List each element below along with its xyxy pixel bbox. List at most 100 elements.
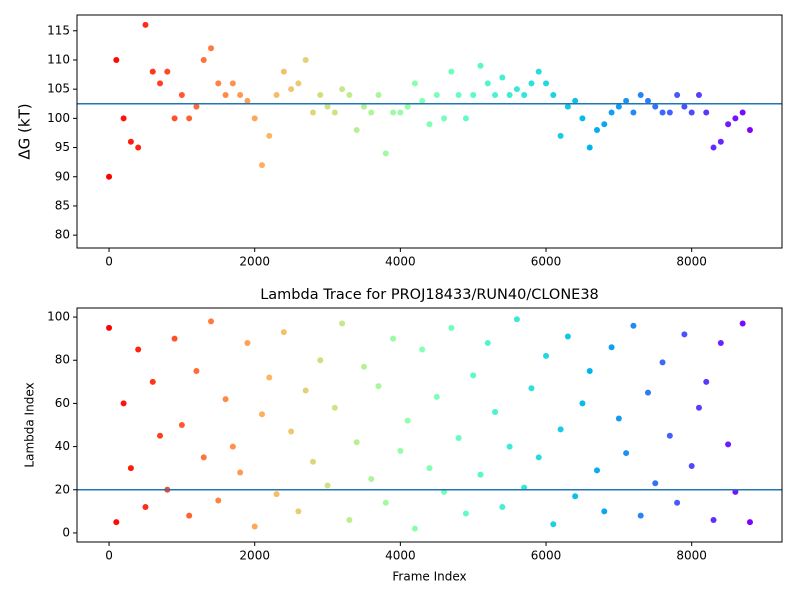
point [703, 378, 710, 385]
point [535, 454, 542, 461]
point [171, 335, 178, 342]
axes-frame [76, 14, 783, 249]
point [113, 519, 120, 526]
point [149, 68, 156, 75]
point [331, 404, 338, 411]
point [528, 385, 535, 392]
point [455, 92, 462, 99]
point [594, 127, 601, 134]
point [579, 115, 586, 122]
y-tick-label: 20 [55, 482, 70, 496]
y-axis-label: Lambda Index [23, 382, 37, 467]
point [572, 97, 579, 104]
point [419, 346, 426, 353]
point [295, 80, 302, 87]
point [142, 504, 149, 511]
point [222, 396, 229, 403]
point [178, 422, 185, 428]
x-tick-label: 2000 [239, 549, 270, 563]
point [127, 138, 134, 145]
point [717, 339, 724, 346]
x-tick-label: 4000 [385, 255, 416, 269]
point [390, 109, 397, 116]
point [346, 92, 353, 99]
point [659, 109, 666, 116]
point [208, 45, 215, 52]
point [455, 434, 462, 441]
point [688, 109, 695, 116]
point [135, 144, 142, 151]
point [470, 92, 477, 99]
point [382, 150, 389, 157]
point [615, 103, 622, 110]
point [681, 331, 688, 338]
point [244, 97, 251, 104]
point [688, 463, 695, 470]
point [229, 443, 236, 450]
x-tick-label: 8000 [676, 255, 707, 269]
point [324, 103, 331, 110]
point [703, 109, 710, 116]
point [557, 426, 564, 433]
point [178, 92, 185, 99]
point [564, 333, 571, 340]
point [477, 471, 484, 478]
point [594, 467, 601, 474]
axes-frame [76, 307, 783, 543]
point [564, 103, 571, 110]
point [346, 516, 353, 523]
point [302, 387, 309, 394]
point [499, 504, 506, 511]
point [637, 92, 644, 99]
point [710, 516, 717, 523]
point [695, 404, 702, 411]
point [171, 115, 178, 122]
point [535, 68, 542, 75]
point [543, 352, 550, 359]
x-tick-label: 6000 [531, 549, 562, 563]
point [710, 144, 717, 151]
point [404, 103, 411, 110]
point [127, 465, 134, 472]
point [382, 499, 389, 506]
point [623, 450, 630, 457]
point [477, 62, 484, 69]
point [120, 115, 127, 122]
point [492, 92, 499, 99]
point [499, 74, 506, 81]
point [120, 400, 127, 407]
point [251, 523, 258, 530]
point [375, 92, 382, 99]
point [513, 86, 520, 93]
y-tick-label: 105 [47, 82, 70, 96]
x-tick-label: 0 [105, 255, 113, 269]
point [244, 339, 251, 346]
y-tick-label: 100 [47, 310, 70, 324]
y-tick-label: 100 [47, 111, 70, 125]
point [608, 109, 615, 116]
point [404, 417, 411, 424]
point [317, 92, 324, 99]
point [258, 162, 265, 169]
point [251, 115, 258, 122]
point [157, 80, 164, 87]
point [237, 92, 244, 99]
point [208, 318, 215, 325]
y-tick-label: 110 [47, 52, 70, 66]
point [302, 56, 309, 63]
x-tick-label: 0 [105, 549, 113, 563]
point [113, 56, 120, 63]
point [586, 368, 593, 375]
point [579, 400, 586, 407]
point [615, 415, 622, 422]
point [309, 458, 316, 465]
point [492, 409, 499, 416]
y-tick-label: 95 [55, 140, 70, 154]
point [550, 521, 557, 528]
point [695, 92, 702, 99]
point [601, 508, 608, 515]
point [630, 322, 637, 329]
point [572, 493, 579, 500]
point [200, 56, 207, 63]
point [390, 335, 397, 342]
